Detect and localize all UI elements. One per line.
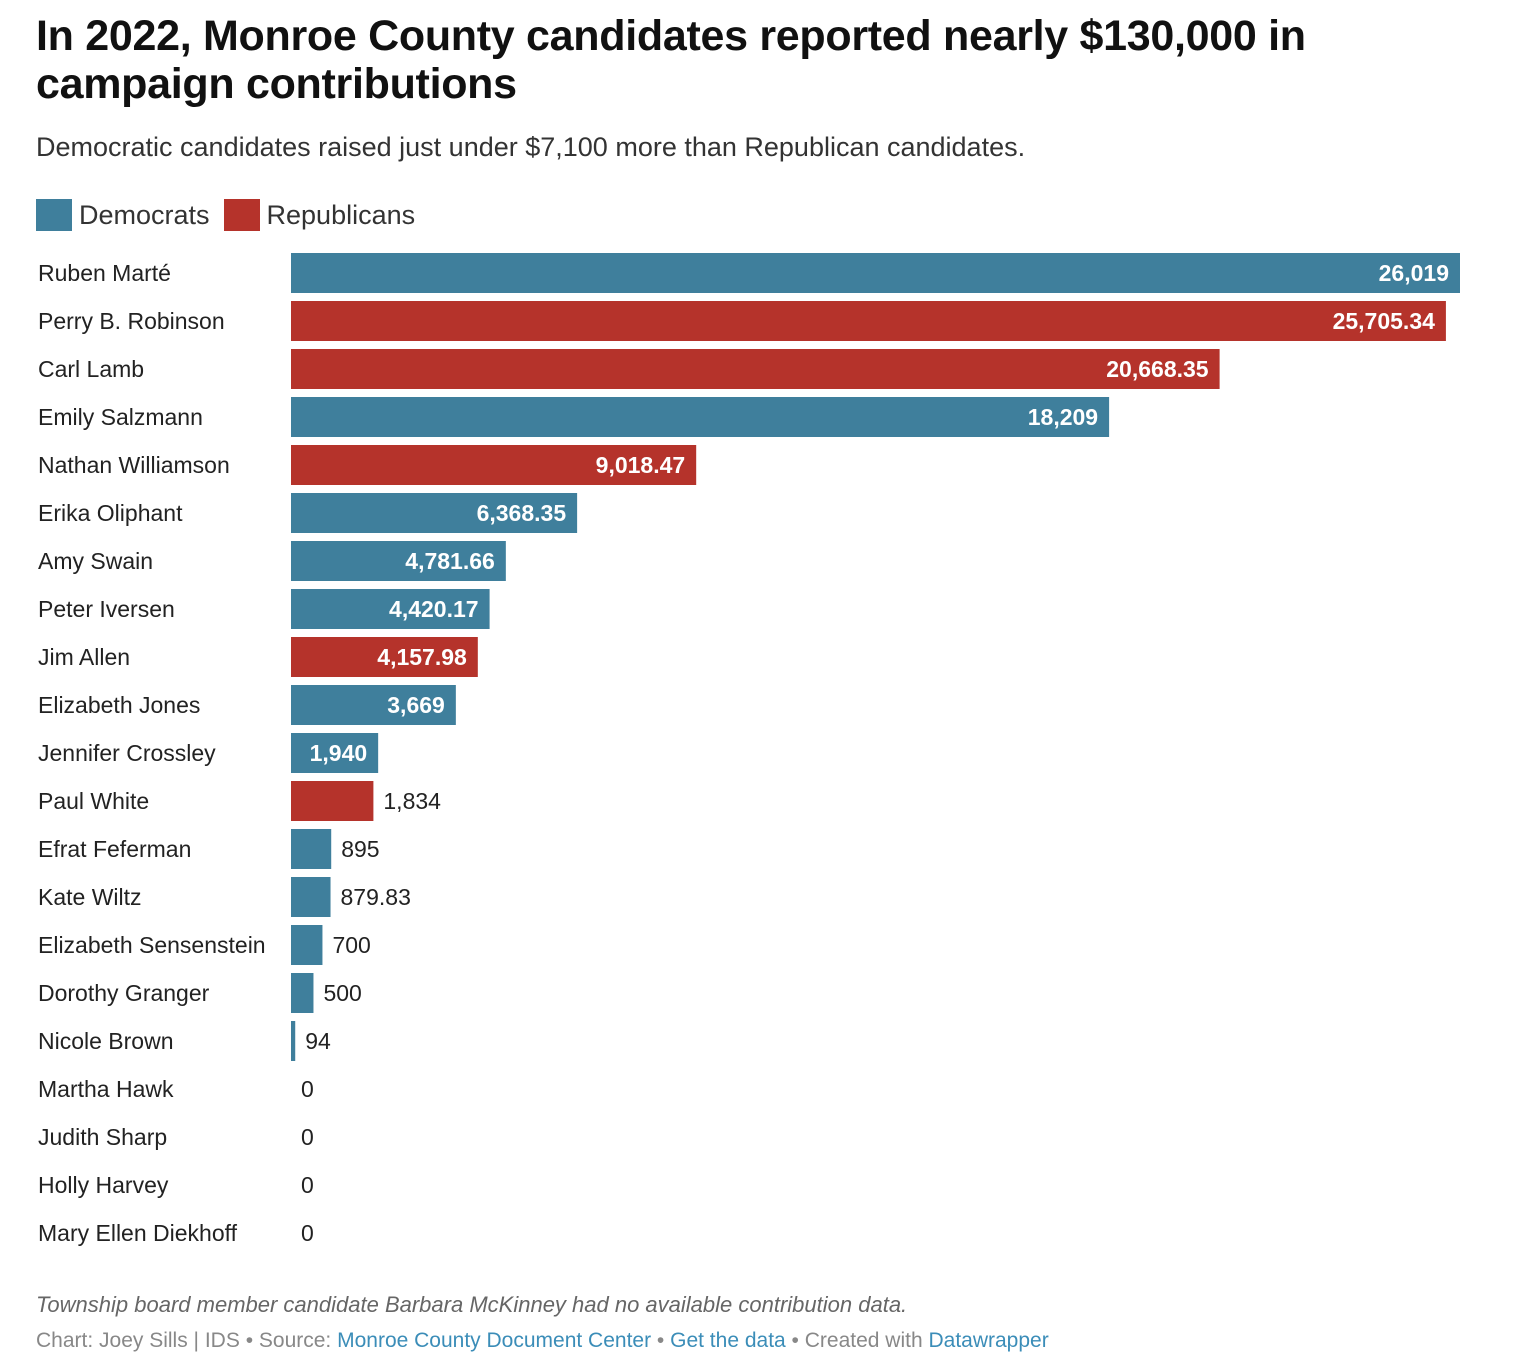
bar-row: Holly Harvey 0 (38, 1172, 314, 1198)
bar-row: Martha Hawk 0 (38, 1076, 314, 1102)
bar (291, 685, 456, 725)
bar-row: Jim Allen 4,157.98 (38, 637, 478, 677)
bar (291, 445, 697, 485)
get-the-data-link[interactable]: Get the data (670, 1329, 786, 1352)
legend-label-republicans: Republicans (266, 199, 416, 230)
value-label: 895 (341, 836, 379, 862)
legend-swatch-republicans (223, 199, 260, 231)
category-label: Judith Sharp (38, 1124, 167, 1150)
bar-chart: Ruben Marté 26,019 Perry B. Robinson 25,705… (38, 253, 1460, 1246)
chart-credit: Chart: Joey Sills | IDS (36, 1329, 240, 1352)
value-label: 25,705.34 (1333, 308, 1436, 334)
bar-row: Judith Sharp 0 (38, 1124, 314, 1150)
chart-subtitle: Democratic candidates raised just under … (36, 132, 1026, 162)
value-label: 1,834 (383, 788, 441, 814)
category-label: Nathan Williamson (38, 452, 230, 478)
category-label: Elizabeth Sensenstein (38, 932, 266, 958)
bar-row: Nathan Williamson 9,018.47 (38, 445, 697, 485)
value-label: 500 (323, 980, 361, 1006)
bar (291, 397, 1110, 437)
category-label: Emily Salzmann (38, 404, 203, 430)
bar (291, 973, 314, 1013)
bar-row: Elizabeth Sensenstein 700 (38, 925, 371, 965)
bar (291, 733, 379, 773)
value-label: 4,420.17 (389, 596, 479, 622)
category-label: Kate Wiltz (38, 884, 142, 910)
category-label: Martha Hawk (38, 1076, 174, 1102)
category-label: Erika Oliphant (38, 500, 183, 526)
bar-row: Paul White 1,834 (38, 781, 441, 821)
value-label: 94 (305, 1028, 331, 1054)
value-label: 4,157.98 (377, 644, 467, 670)
category-label: Carl Lamb (38, 356, 144, 382)
category-label: Dorothy Granger (38, 980, 210, 1006)
bar-row: Amy Swain 4,781.66 (38, 541, 506, 581)
value-label: 9,018.47 (596, 452, 686, 478)
bar-row: Mary Ellen Diekhoff 0 (38, 1220, 314, 1246)
bar (291, 493, 578, 533)
bar (291, 253, 1460, 293)
bar (291, 877, 331, 917)
bar-row: Dorothy Granger 500 (38, 973, 362, 1013)
bar-row: Erika Oliphant 6,368.35 (38, 493, 578, 533)
category-label: Amy Swain (38, 548, 153, 574)
bar-row: Nicole Brown 94 (38, 1021, 331, 1061)
value-label: 4,781.66 (405, 548, 495, 574)
category-label: Jim Allen (38, 644, 130, 670)
value-label: 1,940 (310, 740, 368, 766)
footer-separator: • Created with (785, 1329, 929, 1352)
bar (291, 301, 1446, 341)
bar-row: Elizabeth Jones 3,669 (38, 685, 456, 725)
legend-label-democrats: Democrats (79, 199, 210, 230)
footer-separator: • (651, 1329, 671, 1352)
category-label: Perry B. Robinson (38, 308, 225, 334)
bar (291, 925, 323, 965)
bar-row: Carl Lamb 20,668.35 (38, 349, 1220, 389)
bar-row: Jennifer Crossley 1,940 (38, 733, 379, 773)
bar (291, 349, 1220, 389)
bar-row: Kate Wiltz 879.83 (38, 877, 411, 917)
category-label: Efrat Feferman (38, 836, 191, 862)
category-label: Paul White (38, 788, 149, 814)
bar (291, 637, 478, 677)
legend-item-republicans: Republicans (223, 199, 416, 231)
bar-row: Emily Salzmann 18,209 (38, 397, 1110, 437)
value-label: 26,019 (1379, 260, 1449, 286)
bar (291, 541, 506, 581)
legend-item-democrats: Democrats (36, 199, 210, 231)
value-label: 0 (301, 1124, 314, 1150)
value-label: 0 (301, 1172, 314, 1198)
legend-swatch-democrats (36, 199, 72, 231)
value-label: 879.83 (341, 884, 411, 910)
chart-footer: Chart: Joey Sills | IDS • Source: Monroe… (36, 1329, 1049, 1353)
bar (291, 1021, 296, 1061)
value-label: 700 (332, 932, 370, 958)
bar-row: Ruben Marté 26,019 (38, 253, 1460, 293)
category-label: Peter Iversen (38, 596, 175, 622)
value-label: 0 (301, 1076, 314, 1102)
value-label: 20,668.35 (1106, 356, 1209, 382)
value-label: 0 (301, 1220, 314, 1246)
footer-separator: • Source: (239, 1329, 338, 1352)
category-label: Ruben Marté (38, 260, 171, 286)
legend: Democrats Republicans (36, 198, 429, 232)
bar (291, 781, 374, 821)
chart-title: In 2022, Monroe County candidates report… (36, 12, 1306, 108)
category-label: Holly Harvey (38, 1172, 169, 1198)
bar-row: Efrat Feferman 895 (38, 829, 380, 869)
category-label: Elizabeth Jones (38, 692, 200, 718)
value-label: 18,209 (1028, 404, 1098, 430)
value-label: 3,669 (387, 692, 445, 718)
category-label: Nicole Brown (38, 1028, 174, 1054)
category-label: Jennifer Crossley (38, 740, 216, 766)
source-link[interactable]: Monroe County Document Center (337, 1329, 652, 1352)
category-label: Mary Ellen Diekhoff (38, 1220, 238, 1246)
value-label: 6,368.35 (477, 500, 567, 526)
bar (291, 829, 332, 869)
datawrapper-link[interactable]: Datawrapper (928, 1329, 1049, 1352)
bar-row: Perry B. Robinson 25,705.34 (38, 301, 1446, 341)
chart-notes: Township board member candidate Barbara … (36, 1292, 908, 1317)
bar (291, 589, 490, 629)
bar-row: Peter Iversen 4,420.17 (38, 589, 490, 629)
